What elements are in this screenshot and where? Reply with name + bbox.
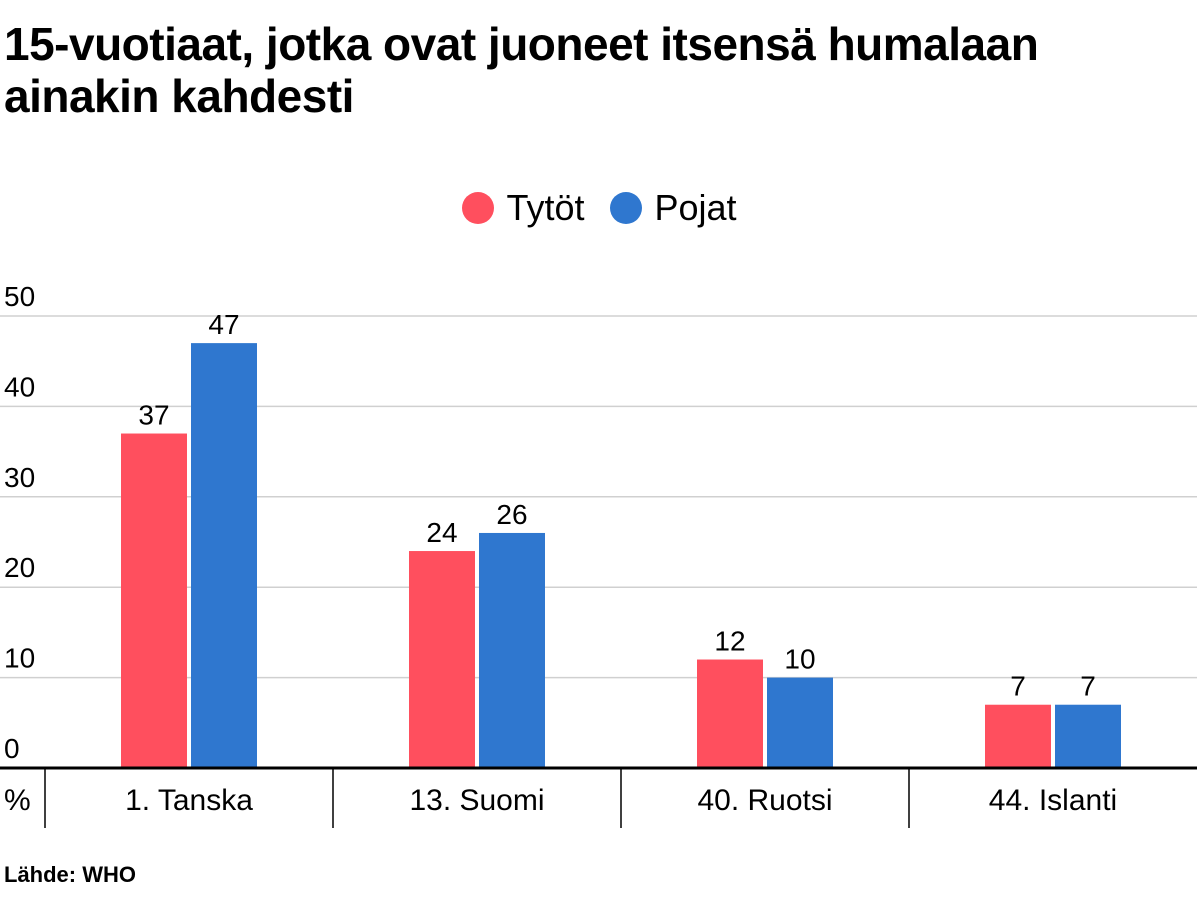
bar [121,433,187,768]
legend-item-pojat: Pojat [610,186,737,230]
legend-swatch-pojat [610,192,643,225]
bar [767,677,833,768]
x-tick-label: 1. Tanska [125,784,253,817]
legend-label-tytot: Tytöt [506,187,585,229]
legend-label-pojat: Pojat [654,187,737,229]
y-tick-label: 30 [4,462,35,493]
data-label: 26 [496,499,527,530]
data-label: 37 [138,400,169,431]
data-label: 47 [208,309,239,340]
x-tick-label: 13. Suomi [409,784,544,817]
unit-label: % [4,784,31,817]
y-tick-label: 50 [4,281,35,312]
source-note: Lähde: WHO [4,862,136,887]
bar [409,551,475,768]
bar [479,532,545,768]
legend-item-tytot: Tytöt [462,186,584,230]
bar [985,704,1051,768]
data-label: 7 [1010,671,1026,702]
bar [191,343,257,768]
data-label: 12 [714,626,745,657]
chart-title: 15-vuotiaat, jotka ovat juoneet itsensä … [4,18,1039,122]
data-label: 24 [426,517,457,548]
legend: Tytöt Pojat [0,184,1199,230]
y-tick-label: 0 [4,733,20,764]
x-tick-label: 44. Islanti [989,784,1117,817]
x-tick-label: 40. Ruotsi [697,784,832,817]
bar [697,659,763,768]
y-tick-label: 10 [4,643,35,674]
y-tick-label: 40 [4,371,35,402]
data-label: 10 [784,644,815,675]
data-label: 7 [1080,671,1096,702]
legend-swatch-tytot [462,192,495,225]
bar [1055,704,1121,768]
y-tick-label: 20 [4,552,35,583]
